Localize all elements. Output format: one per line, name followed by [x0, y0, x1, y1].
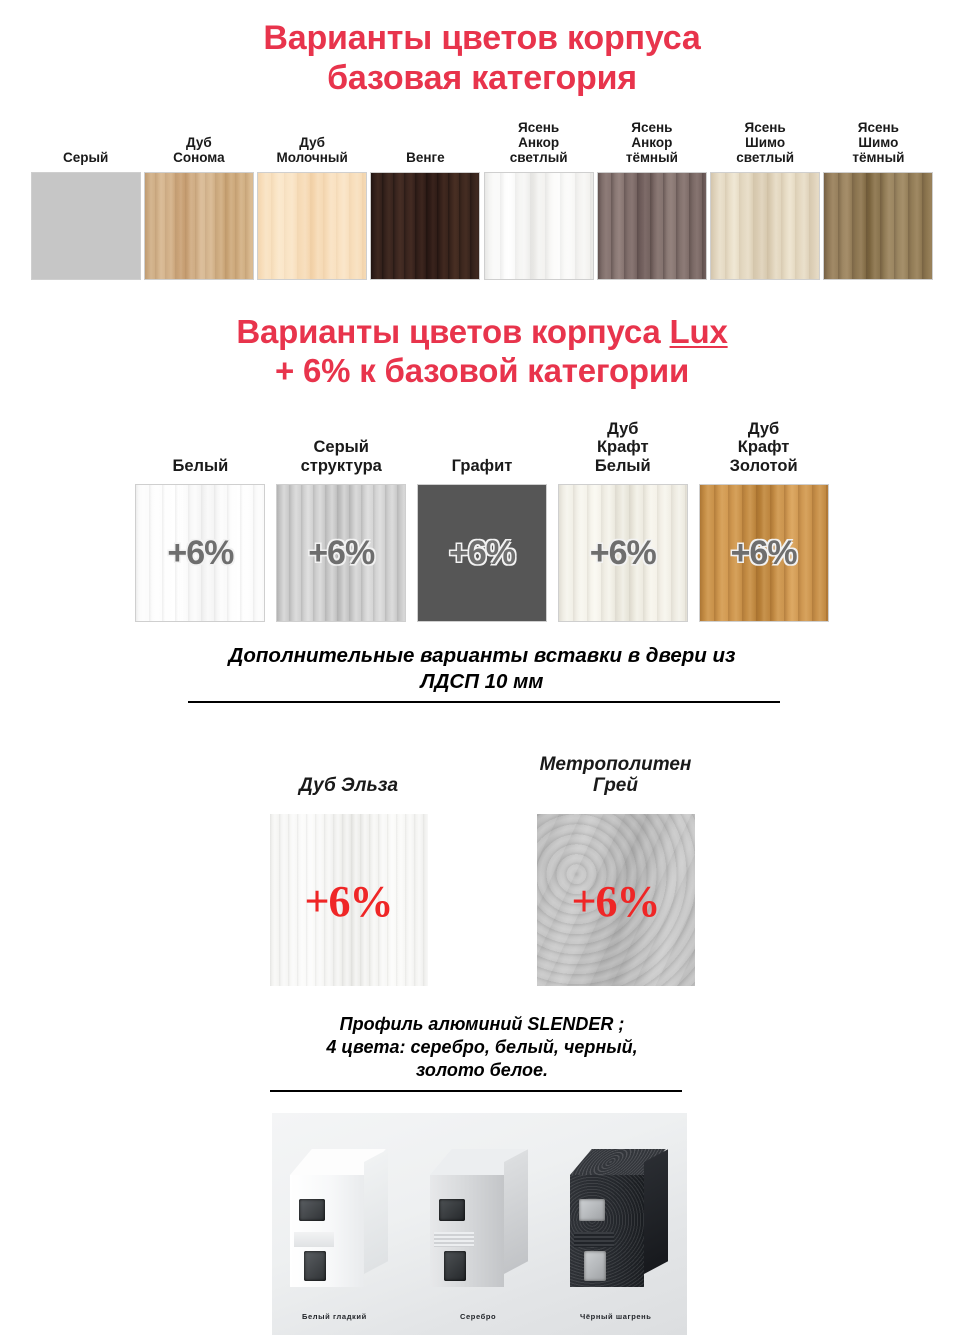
swatch-cell-dub-molochnyy[interactable]: Дуб Молочный	[256, 135, 369, 281]
swatch-cell-dub-kraft-zolotoy[interactable]: Дуб Крафт Золотой +6%	[693, 420, 834, 623]
swatch-label: Ясень Анкор светлый	[509, 120, 568, 166]
surcharge-badge: +6%	[448, 533, 516, 572]
base-category-swatch-row: Серый Дуб Сонома Дуб Молочный Венге Ясен…	[29, 120, 935, 281]
profile-front-face	[290, 1175, 364, 1287]
page-title-lux-line1: Варианты цветов корпуса Lux	[0, 313, 964, 352]
swatch-cell-metropoliten-grey[interactable]: Метрополитен Грей +6%	[519, 754, 712, 986]
profile-side-face	[504, 1149, 528, 1274]
aluminium-profile-photo: Белый гладкий Серебро Чёрный шагрень	[272, 1113, 687, 1335]
swatch-tile-grafit[interactable]: +6%	[416, 484, 547, 623]
swatch-label: Дуб Крафт Золотой	[729, 420, 798, 475]
profile-heading-line1: Профиль алюминий SLENDER ;	[339, 1014, 625, 1034]
insert-heading-line2: ЛДСП 10 мм	[420, 670, 544, 694]
profile-caption-black: Чёрный шагрень	[580, 1312, 652, 1321]
swatch-cell-yasen-shimo-svetlyy[interactable]: Ясень Шимо светлый	[709, 120, 822, 281]
swatch-tile-belyy[interactable]: +6%	[135, 484, 266, 623]
profile-cavity-top	[579, 1199, 605, 1221]
brand-lux: Lux	[669, 313, 728, 350]
profile-side-face	[644, 1149, 668, 1274]
profile-front-face	[430, 1175, 504, 1287]
surcharge-badge: +6%	[571, 877, 660, 927]
swatch-label: Серый структура	[300, 438, 382, 475]
swatch-cell-dub-sonoma[interactable]: Дуб Сонома	[142, 135, 255, 281]
profile-fin	[294, 1232, 334, 1247]
insert-swatch-row: Дуб Эльза +6% Метрополитен Грей +6%	[252, 754, 712, 986]
profile-cavity-bottom	[304, 1251, 326, 1281]
insert-heading-line1: Дополнительные варианты вставки в двери …	[228, 644, 736, 667]
page-title-lux: Варианты цветов корпуса Lux + 6% к базов…	[0, 313, 964, 391]
profile-caption-white: Белый гладкий	[302, 1312, 367, 1321]
swatch-cell-yasen-ankor-temnyy[interactable]: Ясень Анкор тёмный	[595, 120, 708, 281]
swatch-tile-yasen-shimo-temnyy[interactable]: 2022	[823, 172, 934, 281]
swatch-label: Ясень Шимо тёмный	[852, 120, 905, 166]
profile-fin	[574, 1232, 614, 1247]
swatch-tile-yasen-ankor-svetlyy[interactable]	[483, 172, 594, 281]
surcharge-badge: +6%	[589, 533, 657, 572]
profile-heading-line3: золото белое.	[415, 1060, 548, 1081]
page-title-base: Варианты цветов корпуса базовая категори…	[0, 18, 964, 98]
profile-cavity-top	[299, 1199, 325, 1221]
surcharge-badge: +6%	[167, 533, 234, 572]
insert-section-heading: Дополнительные варианты вставки в двери …	[0, 643, 964, 695]
swatch-cell-venge[interactable]: Венге	[369, 150, 482, 281]
swatch-label: Дуб Эльза	[298, 775, 399, 797]
lux-category-swatch-row: Белый +6% Серый структура +6% Графит +6%…	[130, 420, 834, 623]
swatch-label: Дуб Молочный	[276, 135, 348, 166]
swatch-label: Метрополитен Грей	[539, 754, 692, 797]
profile-caption-silver: Серебро	[460, 1312, 497, 1321]
swatch-cell-yasen-ankor-svetlyy[interactable]: Ясень Анкор светлый	[482, 120, 595, 281]
surcharge-badge: +6%	[304, 877, 393, 927]
swatch-label: Белый	[172, 456, 229, 475]
page-title-base-line2: базовая категория	[327, 59, 637, 98]
swatch-label: Ясень Шимо светлый	[736, 120, 795, 166]
swatch-cell-grafit[interactable]: Графит +6%	[412, 456, 553, 623]
surcharge-badge: +6%	[730, 533, 798, 572]
profile-front-face	[570, 1175, 644, 1287]
swatch-tile-dub-elza[interactable]: +6%	[269, 813, 428, 986]
swatch-tile-dub-kraft-belyy[interactable]: +6%	[557, 484, 688, 623]
swatch-label: Ясень Анкор тёмный	[625, 120, 678, 166]
swatch-label: Серый	[62, 150, 109, 166]
swatch-label: Графит	[451, 456, 513, 475]
swatch-tile-venge[interactable]	[370, 172, 481, 281]
page-title-base-line1: Варианты цветов корпуса	[263, 19, 701, 57]
divider-insert	[188, 701, 780, 703]
swatch-tile-dub-molochnyy[interactable]	[257, 172, 368, 281]
page-title-lux-line2: + 6% к базовой категории	[274, 351, 690, 389]
swatch-label: Венге	[406, 150, 445, 166]
swatch-cell-dub-elza[interactable]: Дуб Эльза +6%	[252, 754, 445, 986]
surcharge-badge: +6%	[308, 533, 375, 572]
profile-cavity-bottom	[584, 1251, 606, 1281]
swatch-cell-seryy-struktura[interactable]: Серый структура +6%	[271, 438, 412, 623]
profile-section-heading: Профиль алюминий SLENDER ; 4 цвета: сере…	[0, 1013, 964, 1082]
swatch-tile-seryy-struktura[interactable]: +6%	[276, 484, 407, 623]
profile-fin	[434, 1232, 474, 1247]
profile-cavity-top	[439, 1199, 465, 1221]
profile-side-face	[364, 1149, 388, 1274]
page-title-lux-prefix: Варианты цветов корпуса	[236, 313, 670, 350]
swatch-label: Дуб Крафт Белый	[594, 420, 651, 475]
swatch-cell-seryy[interactable]: Серый	[29, 150, 142, 281]
divider-profile	[270, 1090, 682, 1092]
swatch-cell-belyy[interactable]: Белый +6%	[130, 456, 271, 623]
swatch-tile-dub-kraft-zolotoy[interactable]: +6%	[698, 484, 829, 623]
swatch-tile-yasen-ankor-temnyy[interactable]	[596, 172, 707, 281]
swatch-tile-seryy[interactable]	[30, 172, 141, 281]
swatch-cell-dub-kraft-belyy[interactable]: Дуб Крафт Белый +6%	[552, 420, 693, 623]
swatch-tile-metropoliten-grey[interactable]: +6%	[536, 813, 695, 986]
profile-cavity-bottom	[444, 1251, 466, 1281]
swatch-tile-dub-sonoma[interactable]	[143, 172, 254, 281]
swatch-cell-yasen-shimo-temnyy[interactable]: Ясень Шимо тёмный 2022	[822, 120, 935, 281]
swatch-tile-yasen-shimo-svetlyy[interactable]	[710, 172, 821, 281]
profile-heading-line2: 4 цвета: серебро, белый, черный,	[326, 1037, 638, 1058]
swatch-label: Дуб Сонома	[173, 135, 225, 166]
